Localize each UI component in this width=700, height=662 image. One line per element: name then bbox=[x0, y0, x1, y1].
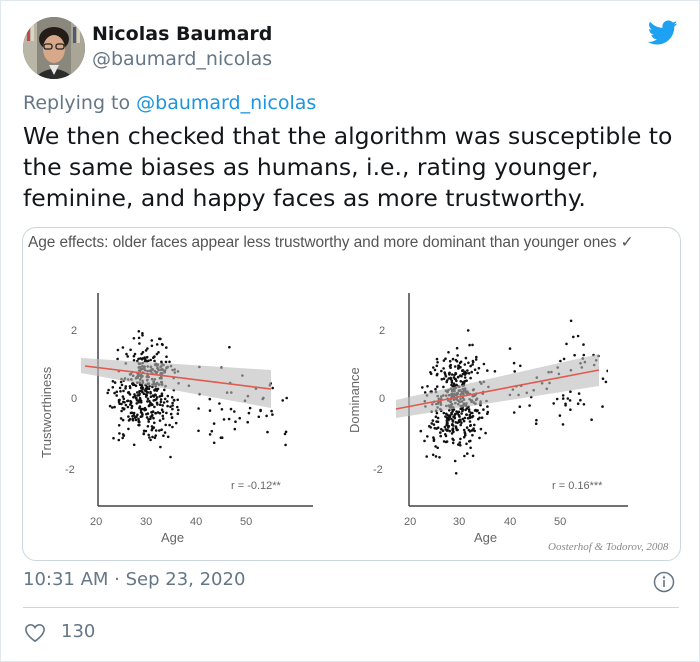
svg-text:2: 2 bbox=[379, 325, 385, 337]
svg-text:r = -0.12**: r = -0.12** bbox=[231, 480, 282, 492]
svg-text:0: 0 bbox=[379, 393, 385, 405]
svg-text:20: 20 bbox=[90, 516, 102, 528]
info-icon[interactable] bbox=[653, 571, 675, 593]
author-name[interactable]: Nicolas Baumard bbox=[92, 23, 273, 45]
svg-text:50: 50 bbox=[554, 516, 566, 528]
svg-text:Dominance: Dominance bbox=[347, 367, 362, 433]
svg-text:30: 30 bbox=[453, 516, 465, 528]
tweet-text: We then checked that the algorithm was s… bbox=[23, 122, 673, 212]
svg-text:40: 40 bbox=[504, 516, 516, 528]
avatar[interactable] bbox=[23, 17, 85, 79]
svg-text:Age: Age bbox=[474, 530, 497, 545]
divider bbox=[23, 607, 679, 608]
replying-to-link[interactable]: @baumard_nicolas bbox=[136, 92, 317, 114]
heart-icon[interactable] bbox=[24, 623, 46, 643]
replying-prefix: Replying to bbox=[23, 92, 137, 114]
svg-text:0: 0 bbox=[71, 393, 77, 405]
figure-credit: Oosterhof & Todorov, 2008 bbox=[548, 541, 669, 553]
svg-text:2: 2 bbox=[71, 325, 77, 337]
svg-text:-2: -2 bbox=[373, 464, 383, 476]
like-count[interactable]: 130 bbox=[61, 621, 96, 642]
svg-text:Trustworthiness: Trustworthiness bbox=[39, 366, 54, 458]
replying-to: Replying to @baumard_nicolas bbox=[23, 92, 316, 114]
svg-text:r = 0.16***: r = 0.16*** bbox=[552, 480, 603, 492]
svg-text:-2: -2 bbox=[65, 464, 75, 476]
author-handle[interactable]: @baumard_nicolas bbox=[92, 48, 273, 70]
avatar-photo bbox=[23, 17, 85, 79]
dominance-plot: 2 0 -2 20 30 40 50 Age Dominance r = 0.1… bbox=[347, 293, 628, 545]
trustworthiness-plot: 2 0 -2 20 30 40 50 Age Trustworthiness r… bbox=[39, 293, 313, 545]
svg-text:20: 20 bbox=[404, 516, 416, 528]
figure-title: Age effects: older faces appear less tru… bbox=[28, 234, 634, 251]
tweet-media-image[interactable]: Age effects: older faces appear less tru… bbox=[22, 227, 681, 561]
twitter-bird-icon[interactable] bbox=[648, 20, 678, 46]
svg-text:Age: Age bbox=[161, 530, 184, 545]
svg-text:50: 50 bbox=[240, 516, 252, 528]
svg-text:40: 40 bbox=[190, 516, 202, 528]
scatter-plots: 2 0 -2 20 30 40 50 Age Trustworthiness r… bbox=[39, 293, 628, 545]
tweet-timestamp[interactable]: 10:31 AM · Sep 23, 2020 bbox=[23, 569, 246, 590]
svg-text:30: 30 bbox=[140, 516, 152, 528]
